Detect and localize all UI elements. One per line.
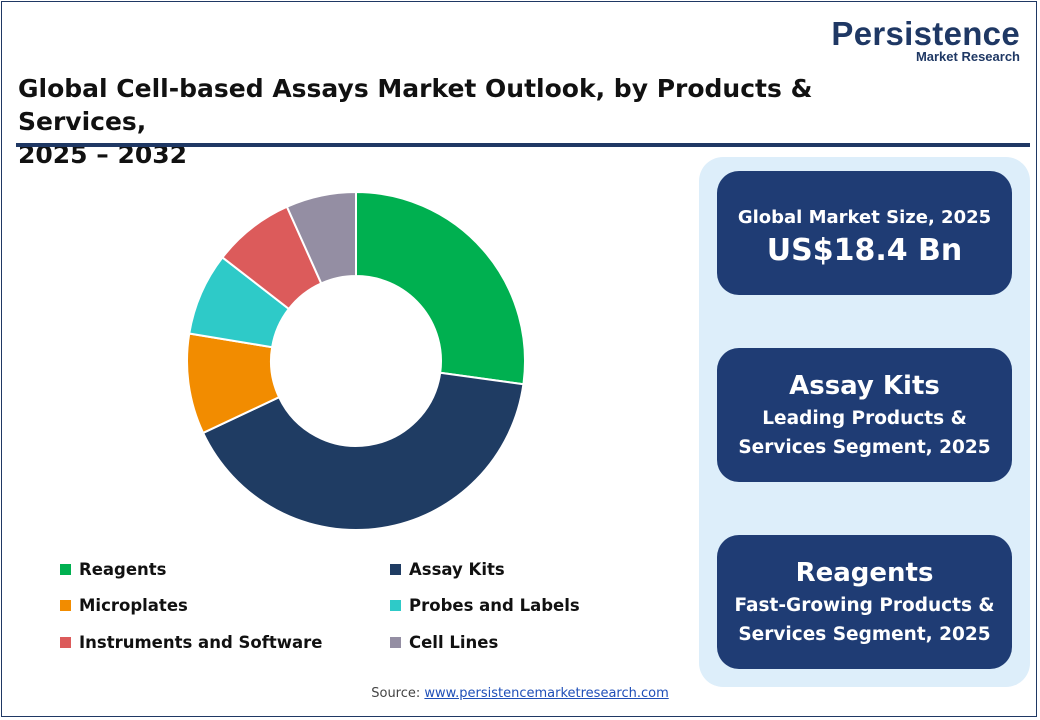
brand-subtitle: Market Research	[915, 49, 1020, 64]
legend-label-assay-kits: Assay Kits	[409, 560, 505, 579]
legend-item-instruments-and-software: Instruments and Software	[60, 633, 323, 652]
legend-swatch-microplates	[60, 600, 71, 611]
chart-title-line-1: Global Cell-based Assays Market Outlook,…	[18, 74, 813, 136]
kpi-fastest-segment-line-2: Services Segment, 2025	[738, 624, 991, 645]
brand-name: Persistence	[831, 15, 1020, 52]
legend-label-reagents: Reagents	[79, 560, 167, 579]
legend-item-microplates: Microplates	[60, 596, 188, 615]
legend-swatch-instruments-and-software	[60, 637, 71, 648]
legend-label-microplates: Microplates	[79, 596, 188, 615]
legend-swatch-assay-kits	[390, 564, 401, 575]
donut-slice-cell-lines	[285, 190, 357, 285]
legend-swatch-reagents	[60, 564, 71, 575]
kpi-market-size-label: Global Market Size, 2025	[737, 207, 992, 228]
legend-label-instruments-and-software: Instruments and Software	[79, 633, 323, 652]
kpi-leading-segment-card: Assay Kits Leading Products & Services S…	[717, 348, 1012, 482]
legend-item-probes-and-labels: Probes and Labels	[390, 596, 580, 615]
kpi-market-size-value: US$18.4 Bn	[766, 233, 963, 268]
legend-item-assay-kits: Assay Kits	[390, 560, 505, 579]
donut-slice-reagents	[355, 190, 526, 386]
legend-item-cell-lines: Cell Lines	[390, 633, 498, 652]
kpi-leading-segment-line-1: Leading Products &	[762, 408, 967, 429]
kpi-panel: Global Market Size, 2025 US$18.4 Bn Assa…	[699, 157, 1030, 687]
legend-swatch-cell-lines	[390, 637, 401, 648]
legend-item-reagents: Reagents	[60, 560, 167, 579]
legend-swatch-probes-and-labels	[390, 600, 401, 611]
kpi-fastest-segment-name: Reagents	[795, 558, 934, 588]
kpi-leading-segment-name: Assay Kits	[789, 371, 940, 401]
source-label: Source:	[371, 686, 421, 701]
legend-label-cell-lines: Cell Lines	[409, 633, 499, 652]
kpi-fastest-segment-line-1: Fast-Growing Products &	[734, 595, 995, 616]
legend-label-probes-and-labels: Probes and Labels	[409, 596, 580, 615]
donut-slice-assay-kits	[201, 371, 525, 531]
kpi-market-size-card: Global Market Size, 2025 US$18.4 Bn	[717, 171, 1012, 295]
source-note: Source: www.persistencemarketresearch.co…	[0, 686, 1040, 701]
source-link[interactable]: www.persistencemarketresearch.com	[424, 686, 669, 701]
donut-chart	[186, 190, 526, 531]
chart-title: Global Cell-based Assays Market Outlook,…	[18, 72, 918, 171]
brand-logo: Persistence Market Research	[831, 15, 1020, 64]
title-divider	[16, 143, 1030, 147]
kpi-fastest-segment-card: Reagents Fast-Growing Products & Service…	[717, 535, 1012, 669]
kpi-leading-segment-line-2: Services Segment, 2025	[738, 437, 991, 458]
